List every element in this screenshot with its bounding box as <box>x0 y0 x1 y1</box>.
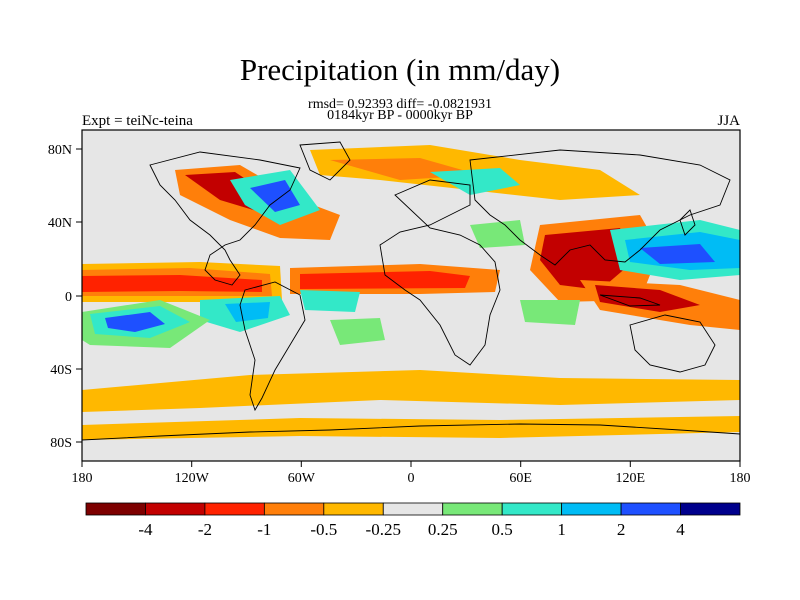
stats-subtitle: rmsd= 0.92393 diff= -0.0821931 <box>308 97 492 112</box>
precip-field <box>82 130 740 461</box>
maritime-continent-core <box>595 285 700 312</box>
colorbar-swatch <box>620 502 681 516</box>
lon-ticks <box>81 461 741 467</box>
coast-japan <box>679 209 696 236</box>
coast-south-america <box>239 281 306 412</box>
colorbar-label: -2 <box>198 520 212 539</box>
coast-antarctica <box>82 423 740 441</box>
colorbar-label: 2 <box>617 520 626 539</box>
colorbar-label: -0.5 <box>310 520 337 539</box>
lat-label-40s: 40S <box>50 363 72 378</box>
asian-monsoon-core <box>540 228 635 290</box>
coast-australia <box>629 314 716 373</box>
colorbar-swatch <box>145 502 206 516</box>
lat-label-0: 0 <box>65 290 72 305</box>
coast-indonesia <box>599 294 661 307</box>
coastlines <box>82 141 740 441</box>
lon-label-60w: 60W <box>288 471 316 486</box>
colorbar-label: 4 <box>676 520 685 539</box>
arabia-wet <box>470 220 525 248</box>
colorbar-swatch <box>204 502 265 516</box>
lon-label-0: 0 <box>408 471 415 486</box>
period-subtitle: 0184kyr BP - 0000kyr BP <box>327 108 473 123</box>
colorbar-swatch <box>501 502 563 516</box>
season-label: JJA <box>717 113 740 129</box>
pacific-itcz-band-core <box>82 275 262 292</box>
coast-greenland <box>299 141 351 181</box>
colorbar-swatch <box>323 502 384 516</box>
coast-eurasia <box>469 149 731 266</box>
north-atlantic-wet-core <box>250 180 300 212</box>
se-pacific-wet-3 <box>105 312 165 332</box>
southern-storm-track-2 <box>82 416 740 440</box>
colorbar-swatch <box>680 502 741 516</box>
coast-north-america <box>149 151 301 286</box>
coast-europe-africa <box>379 179 501 366</box>
lat-label-80n: 80N <box>48 143 72 158</box>
west-pacific-wet-core <box>640 244 715 264</box>
lat-ticks <box>76 148 82 443</box>
lat-label-80s: 80S <box>50 436 72 451</box>
atlantic-wet-patch <box>300 290 360 312</box>
colorbar-label: 0.25 <box>428 520 458 539</box>
colorbar-swatch <box>382 502 444 516</box>
lat-label-40n: 40N <box>48 216 72 231</box>
lon-label-180w: 180 <box>72 471 93 486</box>
siberia-wet <box>430 168 520 195</box>
colorbar-swatch <box>561 502 622 516</box>
equatorial-wet-patch-2 <box>225 302 270 322</box>
colorbar: -4 -2 -1 -0.5 -0.25 0.25 0.5 1 2 4 <box>85 502 741 539</box>
colorbar-label: -0.25 <box>366 520 401 539</box>
experiment-label: Expt = teiNc-teina <box>82 113 193 129</box>
colorbar-label: -1 <box>257 520 271 539</box>
indian-ocean-wet <box>520 300 580 325</box>
colorbar-label: 0.5 <box>492 520 513 539</box>
southern-storm-track <box>82 370 740 412</box>
south-atlantic-wet <box>330 318 385 345</box>
lon-label-60e: 60E <box>509 471 532 486</box>
lon-label-180e: 180 <box>730 471 751 486</box>
colorbar-swatch <box>85 502 146 516</box>
map-title: Precipitation (in mm/day) <box>239 52 561 87</box>
colorbar-label: 1 <box>557 520 566 539</box>
colorbar-label: -4 <box>138 520 153 539</box>
lon-label-120w: 120W <box>175 471 210 486</box>
lon-label-120e: 120E <box>616 471 646 486</box>
colorbar-swatch <box>442 502 503 516</box>
colorbar-swatch <box>263 502 325 516</box>
atlantic-itcz-core <box>300 271 470 289</box>
